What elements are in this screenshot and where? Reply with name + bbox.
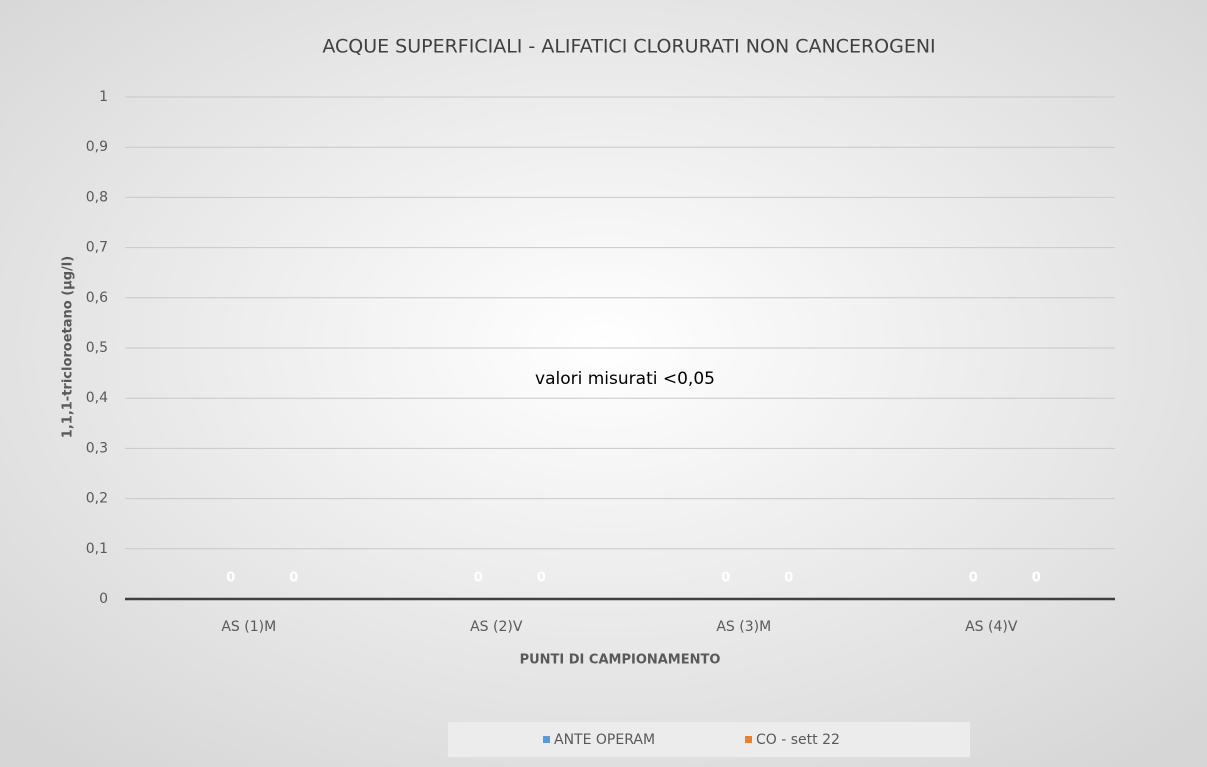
y-tick-label: 0,8	[86, 189, 108, 205]
y-tick-label: 0,2	[86, 491, 108, 507]
data-label: 0	[784, 571, 793, 586]
y-axis-title: 1,1,1-tricloroetano (µg/l)	[61, 256, 76, 438]
y-tick-label: 0,9	[86, 139, 108, 155]
x-tick-label: AS (2)V	[470, 619, 523, 635]
y-tick-label: 0,7	[86, 240, 108, 256]
data-label: 0	[969, 571, 978, 586]
annotation: valori misurati <0,05	[535, 369, 715, 389]
data-label: 0	[226, 571, 235, 586]
legend-swatch	[745, 736, 752, 743]
y-tick-label: 0,5	[86, 340, 108, 356]
x-tick-label: AS (3)M	[716, 619, 771, 635]
chart-title: ACQUE SUPERFICIALI - ALIFATICI CLORURATI…	[322, 36, 935, 58]
legend	[448, 722, 970, 757]
legend-swatch	[543, 736, 550, 743]
data-label: 0	[721, 571, 730, 586]
y-tick-label: 0,6	[86, 290, 108, 306]
y-tick-label: 1	[99, 89, 108, 105]
data-label: 0	[537, 571, 546, 586]
data-label: 0	[474, 571, 483, 586]
legend-label: CO - sett 22	[756, 732, 840, 748]
data-label: 0	[1032, 571, 1041, 586]
x-tick-label: AS (1)M	[221, 619, 276, 635]
legend-label: ANTE OPERAM	[554, 732, 655, 748]
x-tick-label: AS (4)V	[965, 619, 1018, 635]
y-tick-label: 0,3	[86, 440, 108, 456]
y-tick-label: 0,4	[86, 390, 108, 406]
y-tick-label: 0	[99, 591, 108, 607]
y-tick-label: 0,1	[86, 541, 108, 557]
data-label: 0	[289, 571, 298, 586]
x-axis-title: PUNTI DI CAMPIONAMENTO	[520, 653, 721, 668]
